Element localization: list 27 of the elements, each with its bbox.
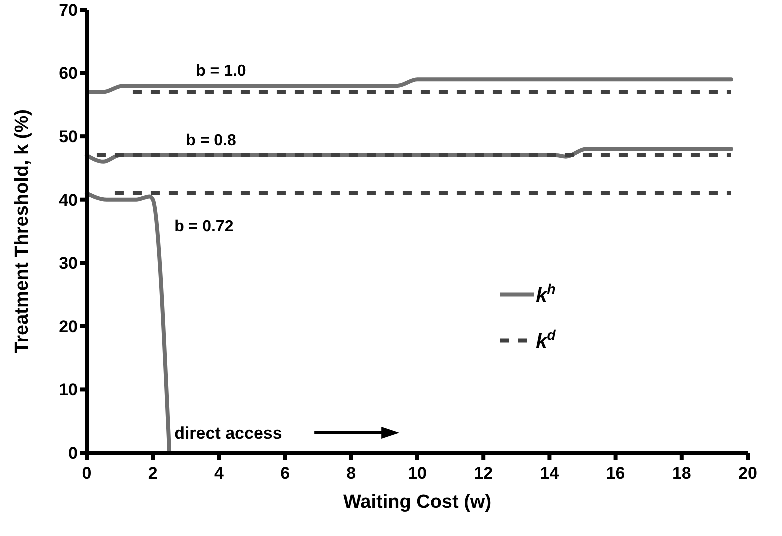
x-tick-label: 6 xyxy=(280,464,290,483)
x-tick-label: 16 xyxy=(606,464,626,483)
x-tick-label: 4 xyxy=(214,464,224,483)
legend-label: k$^{h}$ xyxy=(536,280,556,307)
y-tick-label: 40 xyxy=(59,190,78,210)
x-tick-label: 0 xyxy=(82,464,92,483)
x-axis-title: Waiting Cost (w) xyxy=(343,492,492,513)
x-tick-label: 14 xyxy=(540,464,560,483)
annotation: b = 0.8 xyxy=(186,132,236,150)
y-tick-label: 50 xyxy=(59,128,78,147)
x-tick-label: 2 xyxy=(148,464,158,483)
x-tick-label: 18 xyxy=(672,464,692,483)
annotation: b = 1.0 xyxy=(196,62,246,80)
y-tick-label: 70 xyxy=(59,0,78,20)
y-tick-label: 20 xyxy=(59,317,78,336)
annotation: direct access xyxy=(174,424,282,443)
annotation: b = 0.72 xyxy=(174,218,234,236)
y-axis-title: Treatment Threshold, k (%) xyxy=(12,110,33,354)
y-tick-label: 60 xyxy=(59,64,78,84)
x-tick-label: 10 xyxy=(408,464,427,483)
legend-label: k$^{d}$ xyxy=(536,326,556,353)
y-tick-label: 10 xyxy=(59,380,78,400)
x-tick-label: 12 xyxy=(474,464,494,483)
x-tick-label: 20 xyxy=(738,464,758,483)
y-tick-label: 0 xyxy=(68,444,78,463)
x-tick-label: 8 xyxy=(346,464,356,483)
y-tick-label: 30 xyxy=(59,254,78,274)
